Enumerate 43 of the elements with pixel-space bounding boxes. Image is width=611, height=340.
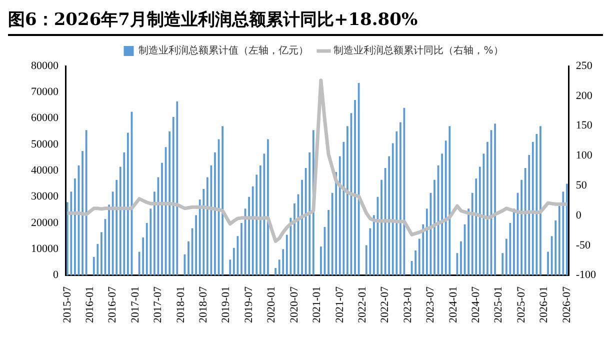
x-tick-label: 2018-07: [198, 286, 210, 324]
x-tick-label: 2020-01: [266, 286, 278, 324]
x-tick-label: 2015-07: [61, 286, 74, 324]
y-tick-label: 50000: [31, 138, 59, 150]
y2-tick-label: 200: [576, 90, 593, 102]
x-tick-label: 2016-07: [106, 286, 119, 324]
y2-tick-label: 250: [576, 60, 593, 72]
x-tick-label: 2023-07: [424, 286, 437, 324]
x-tick-label: 2019-07: [242, 286, 255, 324]
x-tick-label: 2025-07: [515, 286, 528, 324]
x-tick-label: 2022-07: [379, 286, 392, 324]
x-tick-label: 2025-01: [492, 286, 505, 324]
y-tick-label: 20000: [31, 216, 59, 229]
y-tick-label: 60000: [31, 112, 59, 124]
x-tick-label: 2017-01: [129, 286, 142, 324]
y-tick-label: 0: [53, 269, 59, 282]
y-tick-label: 80000: [31, 60, 59, 72]
x-tick-label: 2024-07: [470, 286, 482, 324]
x-tick-label: 2026-01: [538, 286, 550, 324]
x-tick-label: 2026-07: [560, 286, 573, 324]
y-tick-label: 30000: [31, 190, 59, 203]
x-tick-label: 2022-01: [356, 286, 368, 324]
y-tick-label: 10000: [31, 243, 59, 256]
y-tick-label: 40000: [31, 164, 59, 177]
x-tick-label: 2017-07: [152, 286, 164, 324]
y2-tick-label: 0: [576, 209, 582, 222]
x-tick-label: 2019-01: [220, 286, 232, 324]
x-tick-label: 2021-01: [311, 286, 324, 324]
x-tick-label: 2024-01: [447, 286, 460, 324]
y2-tick-label: -100: [576, 269, 596, 282]
chart-title: 图6：2026年7月制造业利润总额累计同比+18.80%: [8, 8, 603, 36]
x-tick-label: 2016-01: [84, 286, 96, 324]
legend-label: 制造业利润总额累计同比（右轴，%）: [334, 44, 504, 57]
x-tick-label: 2018-01: [174, 286, 187, 324]
legend-label: 制造业利润总额累计值（左轴，亿元）: [138, 44, 309, 57]
y-tick-label: 70000: [31, 86, 59, 98]
y2-tick-label: 150: [576, 120, 593, 132]
y2-tick-label: -50: [576, 239, 591, 252]
y2-tick-label: 50: [576, 180, 588, 192]
x-tick-label: 2021-07: [334, 286, 346, 324]
x-tick-label: 2020-07: [288, 286, 300, 324]
x-tick-label: 2023-01: [402, 286, 414, 324]
y2-tick-label: 100: [576, 150, 593, 162]
